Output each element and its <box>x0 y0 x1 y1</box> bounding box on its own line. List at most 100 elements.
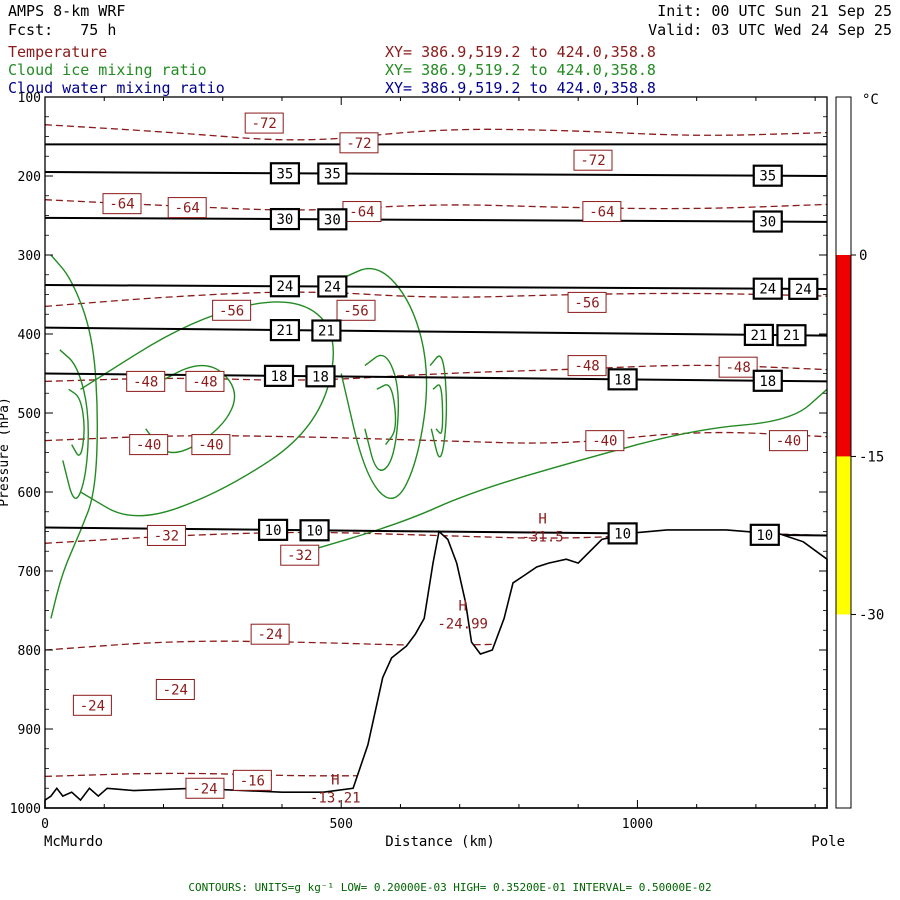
isotherm-label: -24 <box>80 698 105 714</box>
isotherm-label-box <box>567 291 607 313</box>
endpoint-left: McMurdo <box>44 834 103 850</box>
x-tick-label: 0 <box>41 817 49 832</box>
theta-label: 30 <box>324 212 341 228</box>
isotherm-label-box <box>126 370 166 392</box>
isotherm-line <box>44 124 828 141</box>
x-tick-label: 500 <box>329 817 352 832</box>
isotherm-label-box <box>232 769 272 791</box>
colorbar-unit: °C <box>862 92 879 108</box>
endpoint-right: Pole <box>811 834 845 850</box>
high-marker: H <box>331 772 339 788</box>
theta-label: 21 <box>277 323 294 339</box>
xy-cloud-ice: XY= 386.9,519.2 to 424.0,358.8 <box>385 61 656 79</box>
isotherm-label-box <box>718 356 758 378</box>
isotherm-label-box <box>185 777 225 799</box>
isotherm-label-box <box>768 430 808 452</box>
isotherm-label: -40 <box>776 434 801 450</box>
forecast-hour: Fcst: 75 h <box>8 21 117 39</box>
colorbar-label: 0 <box>859 248 867 264</box>
label-layer: -72 -72 -72 -64 -64 -64 -64 -56 -56 -56 -48 -48 -48 -… <box>72 112 819 806</box>
isotherm-label-box <box>339 132 379 154</box>
isotherm-line <box>44 431 828 444</box>
y-tick-label: 200 <box>18 170 41 185</box>
y-tick-label: 500 <box>18 407 41 422</box>
isotherm-label: -32 <box>154 528 179 544</box>
theta-label: 21 <box>318 324 335 340</box>
isotherm-label: -24 <box>192 781 217 797</box>
isotherm-label: -72 <box>252 116 277 132</box>
isotherm-label-box <box>167 197 207 219</box>
isotherm-label: -48 <box>725 360 750 376</box>
theta-label: 30 <box>277 212 294 228</box>
colorbar-label: -30 <box>859 607 884 623</box>
isotherm-label-box <box>146 524 186 546</box>
isotherm-label-box <box>250 623 290 645</box>
cloud-ice-contour <box>340 267 428 499</box>
theta-label: 35 <box>759 169 776 185</box>
isotherm-label-box <box>185 370 225 392</box>
cloud-ice-contour <box>68 388 85 456</box>
terrain-surface <box>44 529 828 809</box>
theta-label: 35 <box>324 167 341 183</box>
isotherm-label: -56 <box>343 303 368 319</box>
theta-label-box <box>776 324 807 347</box>
cloud-ice-contour <box>50 254 99 619</box>
theta-label: 18 <box>271 369 288 385</box>
colorbar-segment <box>836 97 851 255</box>
theta-label: 35 <box>277 166 294 182</box>
terrain-layer <box>44 529 828 809</box>
isotherm-label: -40 <box>136 438 161 454</box>
theta-label-box <box>305 365 336 388</box>
theta-label-box <box>607 368 638 391</box>
theta-label: 21 <box>750 328 767 344</box>
cloud-ice-layer <box>50 254 828 619</box>
cloud-ice-contour <box>376 384 397 446</box>
isotherm-label: -56 <box>574 295 599 311</box>
isotherm-label: -40 <box>592 434 617 450</box>
theta-label-box <box>749 523 780 546</box>
isotherm-line <box>44 531 828 544</box>
theta-label: 10 <box>306 523 323 539</box>
isotherm-label-box <box>212 299 252 321</box>
theta-label-box <box>317 275 348 298</box>
theta-label-box <box>269 319 301 342</box>
footer-contours: CONTOURS: UNITS=g kg⁻¹ LOW= 0.20000E-03 … <box>188 881 711 894</box>
isotherm-label-box <box>567 355 607 377</box>
theta-label-box <box>311 319 342 342</box>
isotherm-label-box <box>244 112 284 134</box>
theta-label-box <box>263 364 295 387</box>
isotherm-label: -48 <box>574 359 599 375</box>
y-tick-label: 900 <box>18 723 41 738</box>
theta-label: 18 <box>312 369 329 385</box>
isotherm-line <box>44 291 828 308</box>
field-cloud-ice: Cloud ice mixing ratio <box>8 61 207 79</box>
isotherm-label: -32 <box>287 548 312 564</box>
isotherm-label: -40 <box>198 438 223 454</box>
theta-label: 18 <box>614 372 631 388</box>
theta-label-box <box>299 519 330 542</box>
cloud-ice-contour <box>59 349 89 499</box>
theta-label-box <box>257 518 289 541</box>
theta-label: 24 <box>277 279 294 295</box>
theta-line <box>44 326 828 337</box>
theta-label: 10 <box>756 528 773 544</box>
y-tick-label: 800 <box>18 644 41 659</box>
theta-label: 10 <box>265 523 282 539</box>
isotherm-label: -72 <box>580 153 605 169</box>
isotherm-label-box <box>155 679 195 700</box>
theta-label: 24 <box>324 279 341 295</box>
colorbar: 0 -15 -30 <box>835 96 884 809</box>
isotherm-label: -72 <box>346 136 371 152</box>
theta-label-box <box>743 323 774 346</box>
cloud-ice-contour <box>432 384 444 434</box>
high-marker: H <box>538 512 546 528</box>
field-cloud-water: Cloud water mixing ratio <box>8 79 225 97</box>
field-temperature: Temperature <box>8 43 108 61</box>
xy-temperature: XY= 386.9,519.2 to 424.0,358.8 <box>385 43 656 61</box>
isotherm-line <box>44 199 828 211</box>
y-tick-label: 1000 <box>10 802 41 817</box>
theta-label-box <box>788 277 819 300</box>
theta-layer <box>44 143 828 537</box>
theta-label-box <box>752 277 783 300</box>
